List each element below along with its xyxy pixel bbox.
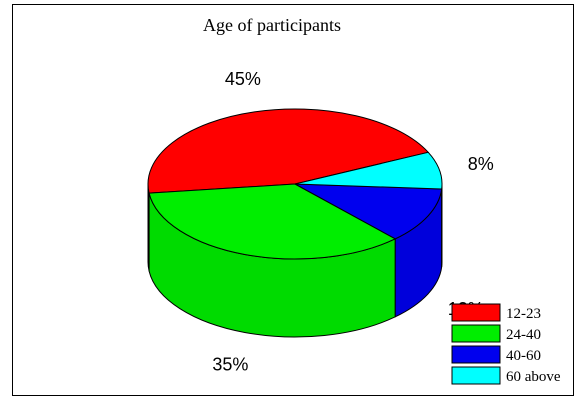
legend-swatch-12-23 (451, 303, 501, 322)
legend-label-12-23: 12-23 (506, 306, 541, 322)
slice-label-60 above: 8% (468, 154, 494, 174)
legend-label-40-60: 40-60 (506, 348, 541, 364)
slice-label-12-23: 45% (225, 69, 261, 89)
pie-slice-40-60 (294, 183, 443, 240)
pie-slice-60 above (294, 151, 443, 190)
pie-sides (147, 183, 443, 338)
slice-label-24-40: 35% (212, 354, 248, 374)
chart-title: Age of participants (203, 15, 341, 35)
legend-swatch-40-60 (451, 345, 501, 364)
pie-tops (147, 108, 443, 260)
legend-swatch-24-40 (451, 324, 501, 343)
legend-label-24-40: 24-40 (506, 327, 541, 343)
pie-slice-24-40 (148, 183, 397, 260)
legend: 12-23 24-40 40-60 60 above (451, 303, 561, 385)
pie-slice-12-23 (147, 108, 430, 194)
legend-swatch-60 above (451, 366, 501, 385)
legend-label-60 above: 60 above (506, 369, 561, 385)
